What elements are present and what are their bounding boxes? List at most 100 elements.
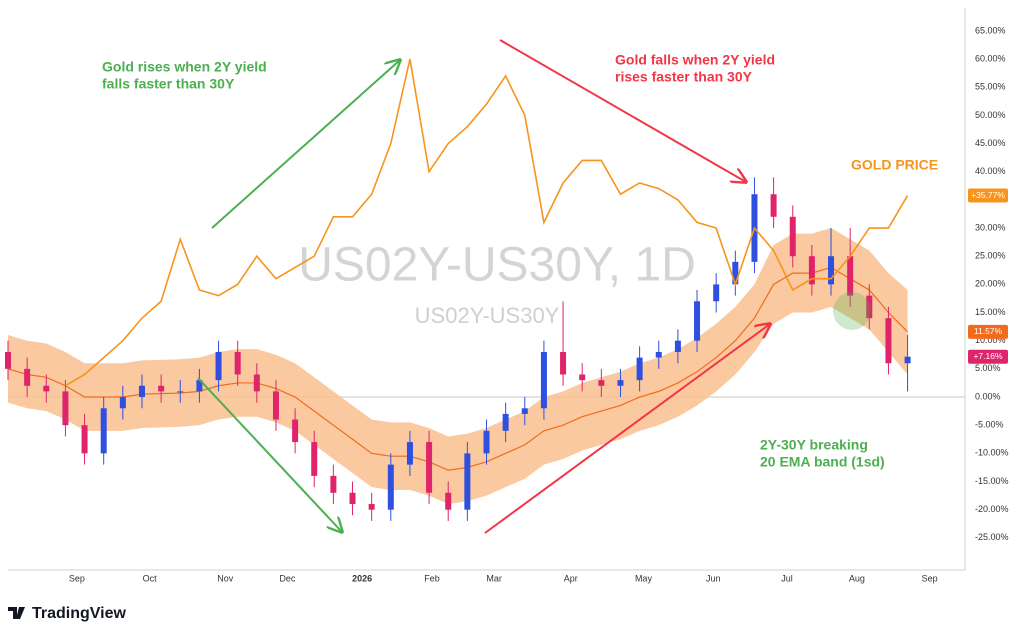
candle-body <box>847 256 854 296</box>
candle-body <box>789 216 796 257</box>
candle-body <box>732 261 739 285</box>
x-tick-label: Mar <box>486 573 502 583</box>
ema-line <box>7 266 909 471</box>
candle-body <box>368 504 375 510</box>
candle-body <box>579 374 586 381</box>
y-tick-label: 65.00% <box>975 25 1006 35</box>
y-tick-label: 45.00% <box>975 138 1006 148</box>
candle-body <box>43 385 50 392</box>
candle-body <box>253 374 260 392</box>
candle-body <box>904 356 911 364</box>
ema-band <box>8 228 908 505</box>
candle-body <box>426 442 433 493</box>
y-tick-label: 10.00% <box>975 335 1006 345</box>
candle-body <box>598 380 605 386</box>
candle-body <box>770 194 777 217</box>
candle-body <box>674 340 681 352</box>
x-tick-label: May <box>635 573 653 583</box>
candle-body <box>694 301 701 341</box>
y-tick-label: -20.00% <box>975 504 1009 514</box>
candle-body <box>100 408 107 454</box>
x-tick-label: Dec <box>279 573 296 583</box>
annotation: 20 EMA band (1sd) <box>760 454 885 470</box>
arrow <box>499 39 746 182</box>
y-tick-label: 0.00% <box>975 391 1001 401</box>
gold-line <box>65 58 909 387</box>
candle-body <box>387 464 394 510</box>
x-tick-label: 2026 <box>352 573 372 583</box>
gold-value-label-box <box>968 188 1008 203</box>
candle-body <box>502 413 509 431</box>
y-tick-label: -25.00% <box>975 532 1009 542</box>
ema-value-label: 11.57% <box>974 326 1003 336</box>
x-tick-label: Jul <box>781 573 793 583</box>
candle-body <box>138 385 145 398</box>
candle-body <box>292 419 299 443</box>
logo-mark <box>8 607 25 619</box>
candle-body <box>521 408 528 414</box>
x-tick-label: Jun <box>706 573 721 583</box>
candle-body <box>5 351 11 369</box>
candle-body <box>272 391 279 420</box>
candle-body <box>24 368 31 386</box>
candle-body <box>215 351 222 381</box>
candle-body <box>119 397 126 409</box>
x-tick-label: Oct <box>143 573 158 583</box>
x-tick-label: Sep <box>69 573 85 583</box>
candle-body <box>483 430 490 454</box>
x-tick-label: Aug <box>849 573 865 583</box>
annotation: rises faster than 30Y <box>615 69 753 85</box>
y-tick-label: 25.00% <box>975 251 1006 261</box>
candle-body <box>655 351 662 358</box>
x-tick-label: Sep <box>922 573 938 583</box>
annotation: falls faster than 30Y <box>102 76 235 92</box>
y-tick-label: 30.00% <box>975 222 1006 232</box>
candle-body <box>540 351 547 409</box>
brand: TradingView <box>32 605 127 622</box>
candle-body <box>464 453 471 510</box>
annotation: Gold rises when 2Y yield <box>102 59 267 75</box>
arrow <box>484 324 770 534</box>
candle-body <box>617 380 624 386</box>
y-tick-label: 15.00% <box>975 307 1006 317</box>
close-value-label: +7.16% <box>973 351 1003 361</box>
candle-body <box>81 425 88 454</box>
y-tick-label: 55.00% <box>975 82 1006 92</box>
arrow <box>197 377 342 532</box>
highlight-circle <box>833 292 871 330</box>
plot-area <box>5 58 965 521</box>
ema-value-label-box <box>968 324 1008 339</box>
annotation: 2Y-30Y breaking <box>760 437 868 453</box>
candle-body <box>828 256 835 285</box>
arrow <box>211 60 400 229</box>
x-tick-label: Nov <box>217 573 234 583</box>
y-tick-label: -15.00% <box>975 476 1009 486</box>
y-tick-label: 5.00% <box>975 363 1001 373</box>
candle-body <box>713 284 720 302</box>
candle-body <box>636 357 643 381</box>
candle-body <box>866 295 873 319</box>
gold-value-label: +35.77% <box>971 190 1005 200</box>
close-value-label-box <box>968 349 1008 364</box>
x-tick-label: Feb <box>424 573 440 583</box>
y-tick-label: 20.00% <box>975 279 1006 289</box>
gold-label: GOLD PRICE <box>851 157 938 173</box>
candle-body <box>311 442 318 476</box>
candle-body <box>234 351 241 375</box>
candle-body <box>445 492 452 510</box>
candle-body <box>885 318 892 364</box>
candle-body <box>330 475 337 493</box>
y-tick-label: 40.00% <box>975 166 1006 176</box>
x-tick-label: Apr <box>564 573 578 583</box>
annotation: Gold falls when 2Y yield <box>615 52 775 68</box>
watermark-sub: US02Y-US30Y <box>415 303 560 328</box>
candle-body <box>349 492 356 505</box>
y-tick-label: -10.00% <box>975 448 1009 458</box>
watermark: US02Y-US30Y, 1D <box>298 239 696 292</box>
candle-body <box>196 380 203 392</box>
candle-body <box>560 351 567 375</box>
candle-body <box>62 391 69 426</box>
y-tick-label: 50.00% <box>975 110 1006 120</box>
candle-body <box>158 385 165 392</box>
